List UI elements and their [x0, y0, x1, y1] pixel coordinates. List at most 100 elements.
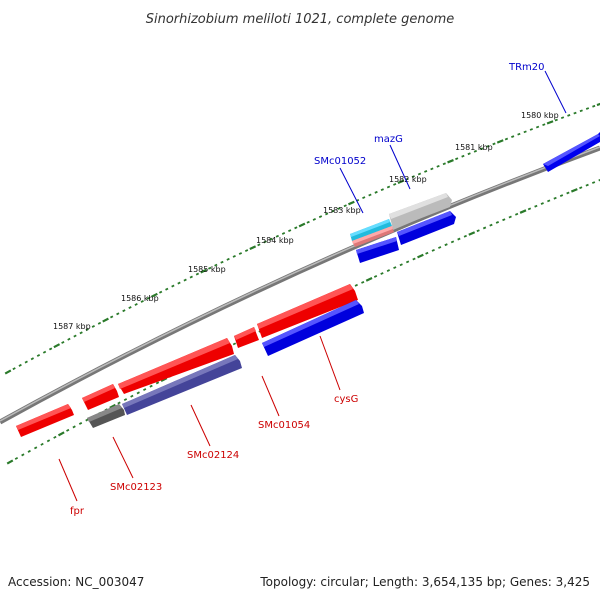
outer-scale-minor-tick: [567, 114, 571, 117]
gene-label-smc02124[interactable]: SMc02124: [187, 450, 239, 461]
gene-cysg-red[interactable]: [257, 284, 358, 338]
inner-scale-major-tick: [570, 188, 578, 193]
outer-scale-minor-tick: [492, 142, 496, 146]
outer-scale-minor-tick: [232, 254, 236, 258]
inner-scale-minor-tick: [412, 257, 416, 261]
outer-scale-minor-tick: [343, 204, 347, 208]
outer-scale-major-tick: [348, 200, 355, 206]
outer-scale-minor-tick: [67, 337, 71, 341]
gene-smc02123[interactable]: [87, 404, 125, 428]
outer-scale-minor-tick: [189, 275, 193, 279]
tick-label-1582: 1582 kbp: [389, 175, 427, 184]
outer-scale-major-tick: [249, 245, 257, 251]
outer-scale-minor-tick: [374, 190, 378, 194]
inner-scale-minor-tick: [123, 398, 128, 402]
outer-scale-minor-tick: [362, 196, 366, 200]
outer-scale-minor-tick: [275, 234, 279, 238]
inner-scale-minor-tick: [393, 266, 397, 270]
outer-scale-minor-tick: [146, 296, 151, 300]
inner-scale-minor-tick: [149, 384, 153, 388]
inner-scale-minor-tick: [136, 391, 140, 395]
gene-label-mazg[interactable]: mazG: [374, 134, 403, 145]
outer-scale-major-tick: [397, 179, 405, 185]
outer-scale-major-tick: [596, 102, 600, 107]
gene-trm20[interactable]: [543, 132, 600, 172]
leader-line-smc01054: [261, 375, 280, 417]
gene-smc02123-red[interactable]: [82, 384, 119, 410]
outer-scale-minor-tick: [442, 162, 446, 166]
gene-smc02124[interactable]: [122, 355, 242, 415]
outer-scale-minor-tick: [393, 183, 397, 186]
outer-scale-minor-tick: [380, 188, 384, 192]
gene-label-smc01054[interactable]: SMc01054: [258, 420, 310, 431]
outer-scale-minor-tick: [542, 123, 546, 127]
inner-scale-minor-tick: [380, 272, 384, 275]
tick-label-1580: 1580 kbp: [521, 111, 559, 120]
outer-scale-minor-tick: [220, 260, 224, 264]
inner-scale-minor-tick: [547, 199, 551, 203]
gene-fpr[interactable]: [16, 404, 74, 437]
inner-scale-minor-tick: [405, 260, 410, 264]
inner-scale-minor-tick: [399, 263, 403, 267]
gene-reverse-blue-1[interactable]: [397, 211, 456, 245]
inner-scale-minor-tick: [40, 442, 44, 446]
outer-scale-minor-tick: [36, 354, 41, 357]
inner-scale-major-tick: [109, 403, 116, 409]
tick-label-1585: 1585 kbp: [188, 265, 226, 274]
outer-scale-minor-tick: [122, 309, 126, 313]
outer-scale-minor-tick: [486, 144, 490, 148]
outer-scale-minor-tick: [337, 207, 341, 210]
gene-smc02124-red[interactable]: [118, 338, 234, 394]
outer-scale-minor-tick: [226, 257, 230, 261]
outer-scale-minor-tick: [511, 135, 515, 138]
outer-scale-minor-tick: [585, 107, 590, 110]
outer-scale-minor-tick: [257, 243, 261, 247]
inner-scale-minor-tick: [450, 240, 455, 244]
inner-scale-major-tick: [417, 253, 424, 259]
inner-scale-minor-tick: [591, 181, 596, 184]
inner-scale-minor-tick: [553, 196, 557, 200]
inner-scale-minor-tick: [143, 388, 147, 391]
outer-scale-major-tick: [102, 317, 109, 323]
outer-scale-major-tick: [298, 222, 306, 228]
outer-scale-major-tick: [151, 292, 158, 298]
gene-label-smc02123[interactable]: SMc02123: [110, 482, 162, 493]
inner-scale-minor-tick: [21, 453, 25, 457]
inner-scale-minor-tick: [27, 449, 31, 453]
outer-scale-minor-tick: [318, 215, 323, 219]
inner-scale-minor-tick: [438, 246, 442, 249]
gene-label-smc01052[interactable]: SMc01052: [314, 156, 366, 167]
gene-label-fpr[interactable]: fpr: [70, 506, 85, 517]
inner-scale-major-tick: [6, 459, 14, 465]
outer-scale-minor-tick: [554, 118, 558, 122]
gene-label-cysg[interactable]: cysG: [334, 394, 358, 405]
outer-scale-minor-tick: [479, 147, 484, 151]
leader-line-cysg: [319, 335, 341, 391]
outer-scale-major-tick: [496, 139, 504, 144]
gene-cysg[interactable]: [262, 300, 364, 356]
outer-scale-minor-tick: [183, 278, 187, 282]
gene-reverse-blue-2[interactable]: [356, 237, 399, 263]
gene-smc01054[interactable]: [234, 327, 259, 348]
outer-scale-minor-tick: [79, 331, 83, 335]
outer-scale-minor-tick: [306, 220, 310, 224]
inner-scale-minor-tick: [559, 194, 564, 197]
inner-scale-minor-tick: [117, 401, 121, 405]
outer-scale-major-tick: [447, 159, 454, 164]
gene-smc01052[interactable]: [350, 219, 394, 247]
gene-label-trm20[interactable]: TRm20: [508, 62, 545, 73]
outer-scale-minor-tick: [48, 347, 53, 351]
outer-scale-major-tick: [4, 369, 12, 375]
outer-scale-minor-tick: [140, 299, 144, 303]
inner-scale-minor-tick: [502, 218, 506, 222]
inner-scale-minor-tick: [53, 435, 57, 439]
inner-scale-minor-tick: [232, 342, 237, 346]
inner-scale-minor-tick: [33, 446, 38, 450]
gene-mazg[interactable]: [389, 193, 452, 229]
outer-scale-minor-tick: [134, 303, 138, 306]
inner-scale-minor-tick: [72, 425, 76, 429]
outer-scale-major-tick: [546, 120, 554, 125]
inner-scale-minor-tick: [373, 275, 378, 278]
inner-scale-minor-tick: [566, 191, 570, 195]
outer-scale-minor-tick: [110, 315, 114, 319]
